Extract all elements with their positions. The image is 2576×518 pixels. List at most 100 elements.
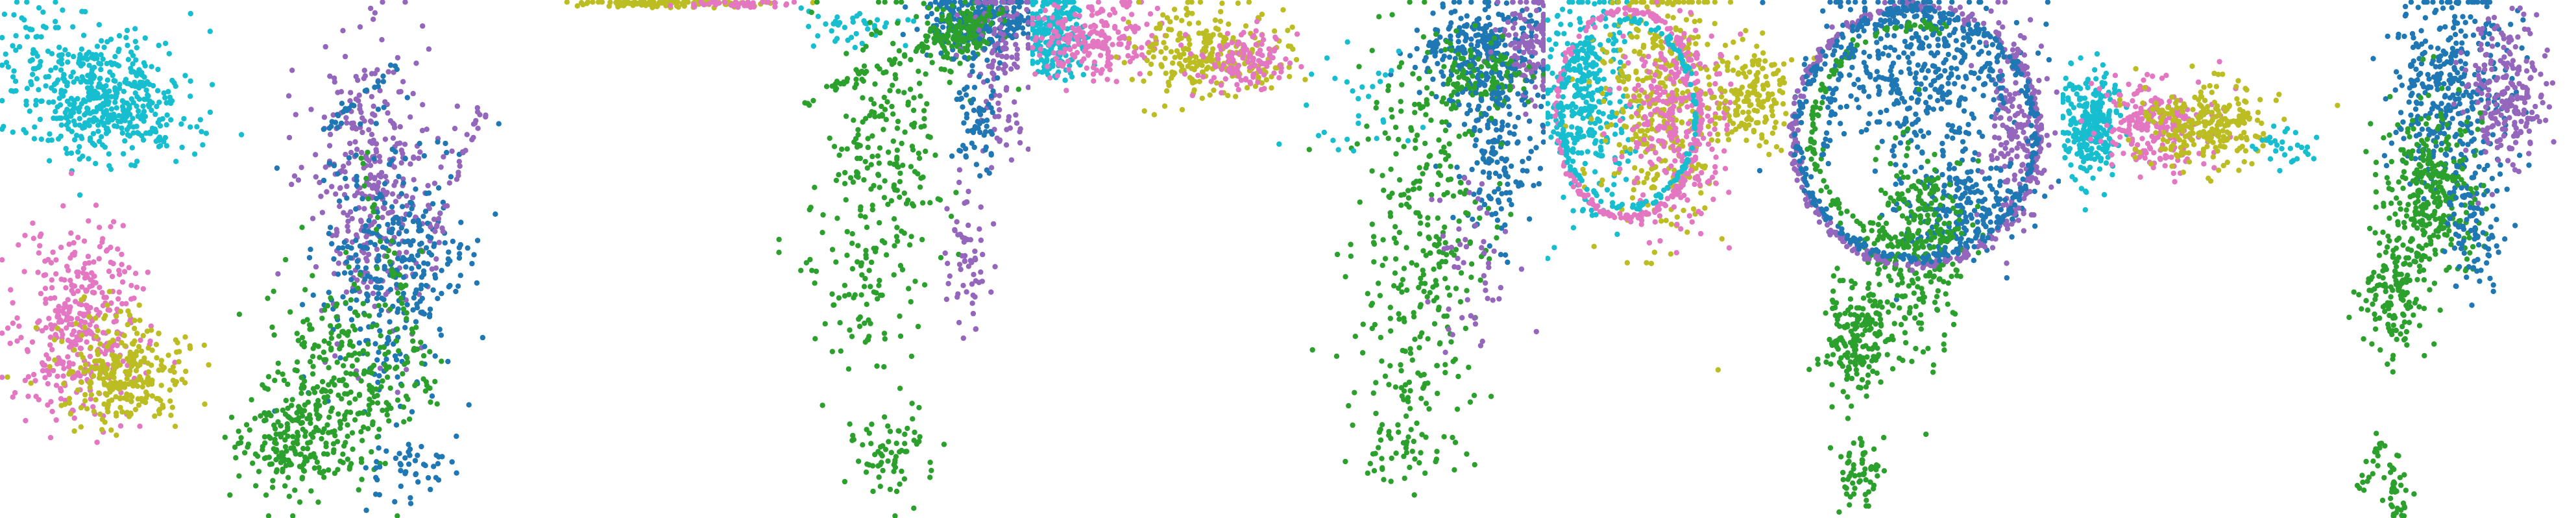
scatter-point [358,155,364,161]
scatter-point [924,101,930,107]
scatter-point [349,363,356,369]
scatter-point [188,124,193,130]
scatter-point [360,301,366,306]
scatter-point [464,132,470,138]
scatter-point [167,387,173,393]
scatter-point [883,69,889,75]
scatter-point [71,415,77,421]
scatter-point [954,219,960,225]
scatter-point [395,309,400,315]
scatter-point [1269,85,1274,91]
scatter-point [890,138,896,144]
scatter-point [1448,33,1453,39]
scatter-point [407,114,413,120]
scatter-point [299,334,306,341]
scatter-point [134,383,141,389]
scatter-point [33,102,39,108]
scatter-point [297,499,303,505]
scatter-point [395,290,401,296]
scatter-point [383,356,389,362]
scatter-point [358,326,363,332]
scatter-point [77,373,83,379]
scatter-point [400,176,406,182]
scatter-point [367,172,374,178]
scatter-point [880,443,886,449]
scatter-point [1526,59,1533,65]
scatter-point [383,448,389,454]
scatter-point [348,149,354,156]
scatter-point [324,302,331,309]
scatter-point [327,323,334,329]
scatter-point [882,447,889,452]
panel-2 [515,0,1030,518]
scatter-point [121,151,127,157]
scatter-point [1219,66,1224,73]
scatter-point [110,72,115,79]
scatter-point [134,158,140,164]
scatter-point [310,354,316,360]
scatter-point [128,282,134,288]
scatter-point [252,415,258,421]
scatter-point [952,227,958,233]
scatter-point [466,402,472,408]
scatter-point [363,465,369,471]
scatter-point [374,295,380,301]
scatter-point [849,240,855,246]
scatter-point [846,291,852,297]
scatter-point [103,130,110,136]
scatter-point [71,137,78,143]
scatter-point [984,40,990,46]
scatter-point [1112,25,1118,31]
scatter-point [156,396,162,402]
scatter-point [406,449,411,455]
scatter-point [947,27,953,32]
scatter-point [42,375,48,380]
scatter-point [346,155,352,161]
scatter-point [59,52,65,58]
scatter-point [79,8,85,14]
scatter-point [1219,0,1225,6]
scatter-point [65,297,71,302]
scatter-point [358,429,364,435]
scatter-point [940,6,946,12]
scatter-point [1058,8,1063,14]
scatter-point [265,295,271,301]
scatter-point [206,362,212,368]
scatter-point [153,341,160,347]
scatter-point [364,156,370,162]
scatter-point [1147,11,1154,17]
scatter-point [114,123,120,129]
scatter-point [130,116,136,121]
scatter-point [326,382,332,388]
scatter-point [833,259,839,265]
scatter-point [905,99,911,105]
scatter-point [430,201,436,207]
scatter-point [275,419,281,425]
scatter-point [410,238,416,244]
scatter-point [810,43,816,49]
scatter-point [335,112,341,119]
scatter-point [896,428,902,434]
scatter-point [236,428,241,434]
scatter-point [119,279,126,285]
scatter-point [897,60,903,67]
scatter-point [1263,77,1269,83]
scatter-point [109,352,115,358]
scatter-point [101,376,106,382]
scatter-point [661,0,666,6]
scatter-point [345,434,350,439]
scatter-point [84,305,90,311]
scatter-point [1422,58,1428,64]
scatter-point [142,35,148,41]
scatter-point [366,217,372,223]
scatter-point [853,77,859,82]
scatter-point [1144,57,1150,64]
scatter-point [58,244,64,251]
scatter-point [971,107,977,114]
scatter-point [94,439,100,445]
scatter-point [1012,99,1017,105]
scatter-point [373,121,379,127]
scatter-point [897,263,904,269]
scatter-point [829,247,836,253]
scatter-point [88,80,94,86]
